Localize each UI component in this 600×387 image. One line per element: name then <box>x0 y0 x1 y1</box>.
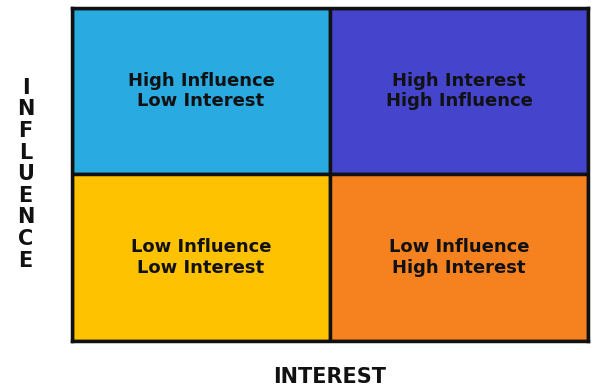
Text: High Influence
Low Interest: High Influence Low Interest <box>128 72 274 110</box>
Text: Low Influence
Low Interest: Low Influence Low Interest <box>131 238 271 277</box>
Text: High Interest
High Influence: High Interest High Influence <box>386 72 532 110</box>
Text: INTEREST: INTEREST <box>274 367 386 387</box>
Text: Low Influence
High Interest: Low Influence High Interest <box>389 238 529 277</box>
Bar <box>72 8 330 174</box>
Bar <box>330 174 588 341</box>
Bar <box>72 174 330 341</box>
Bar <box>330 8 588 174</box>
Text: I
N
F
L
U
E
N
C
E: I N F L U E N C E <box>17 78 34 271</box>
